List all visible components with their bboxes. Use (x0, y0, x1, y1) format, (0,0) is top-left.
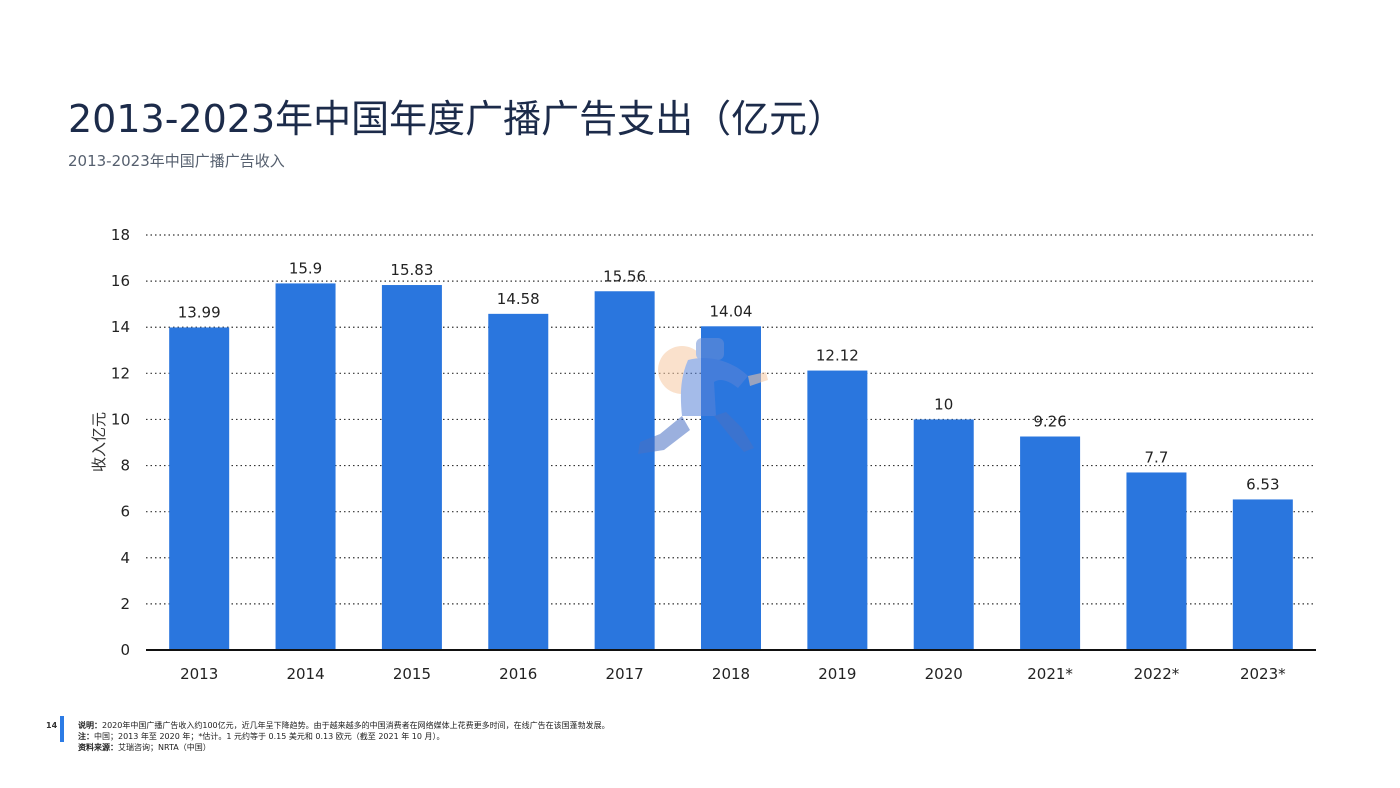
note-line-remark: 注：中国；2013 年至 2020 年；*估计。1 元约等于 0.15 美元和 … (78, 731, 610, 742)
bar (488, 313, 549, 650)
note-label-remark: 注： (78, 732, 94, 741)
bar (381, 285, 442, 650)
y-tick-label: 12 (111, 364, 130, 382)
footer-notes: 14 说明：2020年中国广播广告收入约100亿元，近几年呈下降趋势。由于越来越… (0, 716, 1400, 766)
bar-value-label: 15.83 (390, 261, 433, 279)
note-text-source: 艾瑞咨询；NRTA（中国） (118, 743, 211, 752)
bar-value-label: 9.26 (1033, 413, 1066, 431)
bar (275, 283, 336, 650)
bar (594, 291, 655, 650)
x-tick-label: 2022* (1134, 665, 1180, 683)
x-tick-label: 2016 (499, 665, 537, 683)
bar-value-label: 15.56 (603, 267, 646, 285)
note-line-source: 资料来源：艾瑞咨询；NRTA（中国） (78, 742, 610, 753)
y-tick-label: 14 (111, 318, 130, 336)
chart-bars (169, 283, 1293, 650)
y-tick-label: 16 (111, 272, 130, 290)
bar-value-label: 15.9 (289, 259, 322, 277)
x-tick-label: 2018 (712, 665, 750, 683)
bar (1020, 436, 1081, 650)
chart-y-ticks: 0 2 4 6 8 10 12 14 16 18 (111, 226, 130, 659)
y-tick-label: 4 (120, 549, 130, 567)
note-label-source: 资料来源： (78, 743, 118, 752)
running-person-icon (638, 338, 768, 454)
page-subtitle: 2013-2023年中国广播广告收入 (68, 152, 285, 170)
bar-value-label: 12.12 (816, 347, 859, 365)
bar (1126, 472, 1187, 650)
x-tick-label: 2013 (180, 665, 218, 683)
bar (913, 419, 974, 650)
page-number: 14 (46, 721, 58, 730)
note-text-description: 2020年中国广播广告收入约100亿元，近几年呈下降趋势。由于越来越多的中国消费… (102, 721, 610, 730)
chart-y-axis-label: 收入亿元 (90, 412, 108, 472)
note-text-remark: 中国；2013 年至 2020 年；*估计。1 元约等于 0.15 美元和 0.… (94, 732, 445, 741)
page-title: 2013-2023年中国年度广播广告支出（亿元） (68, 97, 846, 141)
bar-value-label: 6.53 (1246, 475, 1279, 493)
bar-value-label: 10 (934, 395, 953, 413)
x-tick-label: 2014 (286, 665, 324, 683)
bar-value-label: 13.99 (178, 303, 221, 321)
x-tick-label: 2015 (393, 665, 431, 683)
y-tick-label: 10 (111, 410, 130, 428)
y-tick-label: 6 (120, 503, 130, 521)
y-tick-label: 18 (111, 226, 130, 244)
footer-accent-bar (60, 716, 64, 742)
bar-value-label: 14.58 (497, 290, 540, 308)
bar (1232, 499, 1293, 650)
note-label-description: 说明： (78, 721, 102, 730)
chart-data-labels: 13.99 15.9 15.83 14.58 15.56 14.04 12.12 10 9.26… (178, 259, 1280, 493)
bar-chart: 13.99 15.9 15.83 14.58 15.56 14.04 12.12 10 9.26… (90, 226, 1316, 683)
footer-notes-text: 说明：2020年中国广播广告收入约100亿元，近几年呈下降趋势。由于越来越多的中… (78, 720, 610, 753)
x-tick-label: 2021* (1027, 665, 1073, 683)
y-tick-label: 2 (120, 595, 130, 613)
x-tick-label: 2019 (818, 665, 856, 683)
x-tick-label: 2020 (925, 665, 963, 683)
note-line-description: 说明：2020年中国广播广告收入约100亿元，近几年呈下降趋势。由于越来越多的中… (78, 720, 610, 731)
bar (169, 327, 230, 650)
bar (807, 370, 868, 650)
x-tick-label: 2023* (1240, 665, 1286, 683)
x-tick-label: 2017 (606, 665, 644, 683)
chart-x-ticks: 2013 2014 2015 2016 2017 2018 2019 2020 2021* 202… (180, 665, 1286, 683)
y-tick-label: 0 (120, 641, 130, 659)
bar-value-label: 14.04 (710, 302, 753, 320)
bar-value-label: 7.7 (1145, 448, 1169, 466)
y-tick-label: 8 (120, 457, 130, 475)
